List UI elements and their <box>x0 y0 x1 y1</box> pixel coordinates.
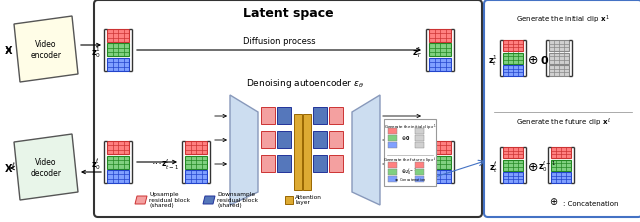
Bar <box>313 107 327 124</box>
Bar <box>388 176 397 182</box>
Text: $\mathbf{z}_t^\ell$: $\mathbf{z}_t^\ell$ <box>488 161 498 175</box>
Bar <box>549 40 569 51</box>
FancyBboxPatch shape <box>94 0 482 217</box>
Bar <box>107 170 129 183</box>
Bar <box>185 155 207 168</box>
Bar <box>313 131 327 148</box>
Text: $\mathbf{z}_0^1$: $\mathbf{z}_0^1$ <box>91 46 101 60</box>
Polygon shape <box>352 95 380 205</box>
Text: $\oplus\,\mathbf{0}$: $\oplus\,\mathbf{0}$ <box>401 134 411 142</box>
Text: Diffusion process: Diffusion process <box>243 37 316 46</box>
Bar <box>185 170 207 183</box>
Bar <box>503 40 523 51</box>
Bar <box>261 155 275 172</box>
Text: Video
decoder: Video decoder <box>31 158 61 178</box>
Text: Generate the initial clip $\mathbf{x}^1$: Generate the initial clip $\mathbf{x}^1$ <box>516 14 610 26</box>
Text: $\mathbf{z}_T^1$: $\mathbf{z}_T^1$ <box>412 46 423 60</box>
Bar <box>107 44 129 57</box>
Bar <box>503 147 523 158</box>
Bar <box>551 172 571 183</box>
Bar <box>549 52 569 63</box>
Bar <box>429 141 451 154</box>
Bar <box>107 155 129 168</box>
Text: $\mathbf{0}$: $\mathbf{0}$ <box>540 54 550 66</box>
Bar <box>388 135 397 141</box>
Bar <box>415 128 424 134</box>
Bar <box>551 159 571 170</box>
Bar <box>277 155 291 172</box>
Bar <box>261 107 275 124</box>
Bar <box>388 162 397 168</box>
Bar <box>388 142 397 148</box>
Bar <box>429 170 451 183</box>
FancyBboxPatch shape <box>384 119 436 186</box>
Bar <box>329 131 343 148</box>
Bar <box>551 147 571 158</box>
Bar <box>503 52 523 63</box>
Bar <box>429 44 451 57</box>
Bar <box>329 107 343 124</box>
Text: Generate the future clip $\mathbf{x}^\ell$: Generate the future clip $\mathbf{x}^\el… <box>516 116 611 128</box>
Text: Downsample
residual block
(shared): Downsample residual block (shared) <box>217 192 258 208</box>
Text: $\oplus$: Concatenation: $\oplus$: Concatenation <box>394 176 426 183</box>
Bar <box>303 114 311 190</box>
Text: $\oplus$: $\oplus$ <box>527 161 539 174</box>
Bar <box>313 155 327 172</box>
Text: Generate the future clip $x^\ell$: Generate the future clip $x^\ell$ <box>383 157 436 166</box>
Bar <box>107 141 129 154</box>
Bar <box>415 162 424 168</box>
Text: $\mathbf{z}_t^1$: $\mathbf{z}_t^1$ <box>488 54 498 68</box>
Bar <box>388 128 397 134</box>
Bar <box>415 169 424 175</box>
Bar <box>277 131 291 148</box>
Text: Video
encoder: Video encoder <box>31 40 61 60</box>
Text: $\oplus$: $\oplus$ <box>527 54 539 67</box>
Bar <box>285 196 293 204</box>
Polygon shape <box>14 16 78 82</box>
Bar <box>503 172 523 183</box>
Text: $\mathbf{z}_0^{\ell-1}$: $\mathbf{z}_0^{\ell-1}$ <box>538 160 556 174</box>
Bar <box>107 29 129 42</box>
Bar <box>429 58 451 71</box>
Text: $\mathbf{z}_0^\ell$: $\mathbf{z}_0^\ell$ <box>91 158 101 172</box>
Text: : Concatenation: : Concatenation <box>563 201 618 207</box>
Bar <box>277 107 291 124</box>
FancyBboxPatch shape <box>484 0 640 217</box>
Text: Attention
layer: Attention layer <box>295 195 322 205</box>
Bar <box>415 135 424 141</box>
Text: $\oplus z_0^{\ell-1}$: $\oplus z_0^{\ell-1}$ <box>401 166 417 177</box>
Polygon shape <box>230 95 258 205</box>
Text: $\mathbf{X}^\ell$: $\mathbf{X}^\ell$ <box>4 161 16 175</box>
Text: Latent space: Latent space <box>243 8 333 20</box>
Bar <box>503 65 523 76</box>
Bar <box>107 58 129 71</box>
Bar <box>294 114 302 190</box>
Bar <box>429 155 451 168</box>
Text: Generate the initial clip $x^1$: Generate the initial clip $x^1$ <box>383 123 436 133</box>
Text: $\mathbf{z}_T^\ell$: $\mathbf{z}_T^\ell$ <box>412 158 423 172</box>
Text: ···: ··· <box>152 159 163 169</box>
Text: Denoising autoencoder $\epsilon_\theta$: Denoising autoencoder $\epsilon_\theta$ <box>246 77 364 90</box>
Polygon shape <box>135 196 147 204</box>
Text: $\oplus$: $\oplus$ <box>549 196 559 207</box>
Bar <box>388 169 397 175</box>
Bar <box>549 65 569 76</box>
Polygon shape <box>14 134 78 200</box>
Polygon shape <box>203 196 215 204</box>
Bar <box>185 141 207 154</box>
Bar <box>415 142 424 148</box>
Bar <box>329 155 343 172</box>
Bar <box>503 159 523 170</box>
Text: ···: ··· <box>410 159 420 169</box>
Bar <box>429 29 451 42</box>
Text: Upsample
residual block
(shared): Upsample residual block (shared) <box>149 192 190 208</box>
Bar <box>415 176 424 182</box>
Text: $\mathbf{X}$: $\mathbf{X}$ <box>4 44 13 56</box>
Text: $\mathbf{z}_{t-1}^\ell$: $\mathbf{z}_{t-1}^\ell$ <box>161 158 179 172</box>
Bar <box>261 131 275 148</box>
